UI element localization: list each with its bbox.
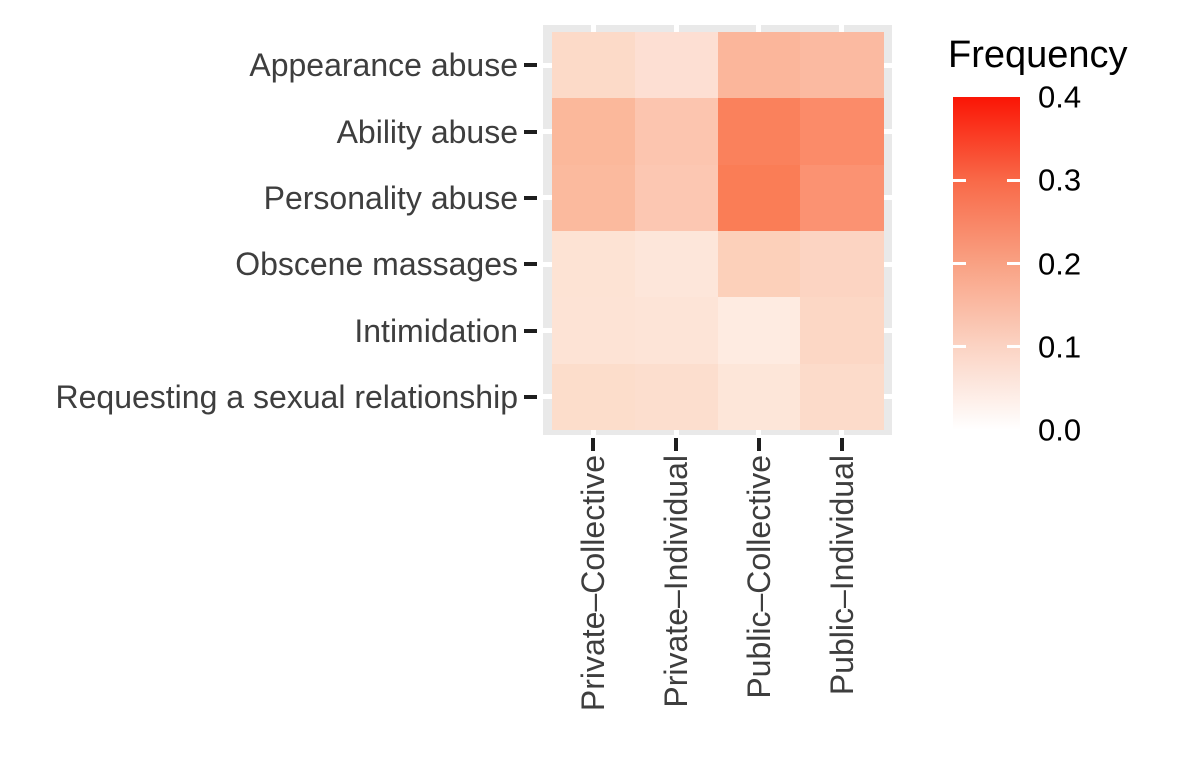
x-axis-tick — [591, 438, 596, 451]
legend-tick-label: 0.2 — [1038, 246, 1082, 281]
heatmap-cell — [552, 231, 636, 298]
y-axis-label: Requesting a sexual relationship — [55, 378, 518, 415]
heatmap-cell — [634, 98, 718, 166]
legend-tick-mark — [953, 262, 966, 265]
x-axis-tick — [756, 438, 761, 451]
heatmap-cell — [634, 164, 718, 232]
heatmap-cell — [717, 32, 801, 99]
heatmap-cell — [717, 231, 801, 298]
legend-tick-label: 0.0 — [1038, 412, 1082, 448]
heatmap-cell — [800, 98, 884, 166]
heatmap-cell — [717, 164, 801, 232]
heatmap-cell — [552, 297, 636, 365]
y-axis-label: Personality abuse — [263, 179, 518, 216]
y-axis-tick — [524, 63, 537, 68]
heatmap-cell — [800, 231, 884, 298]
heatmap-cell — [634, 363, 718, 431]
legend-title: Frequency — [948, 34, 1128, 76]
legend-tick-label: 0.1 — [1038, 329, 1082, 365]
heatmap-cell — [552, 164, 636, 232]
legend-tick-label: 0.3 — [1038, 162, 1082, 198]
x-axis-tick — [674, 438, 679, 451]
x-axis-tick — [839, 438, 844, 451]
y-axis-label: Obscene massages — [235, 246, 518, 283]
y-axis-label: Ability abuse — [336, 113, 518, 150]
y-axis-label: Appearance abuse — [249, 47, 518, 84]
heatmap-cell — [800, 297, 884, 365]
legend-tick-mark — [1007, 178, 1020, 182]
x-axis-label: Public–Collective — [740, 455, 777, 699]
heatmap-cell — [552, 32, 636, 99]
y-axis-tick — [524, 262, 537, 267]
y-axis-label: Intimidation — [354, 312, 518, 349]
heatmap-cell — [800, 363, 884, 431]
y-axis-tick — [524, 328, 537, 333]
heatmap-cell — [552, 98, 636, 166]
heatmap-cell — [634, 231, 718, 298]
x-axis-label: Private–Individual — [658, 455, 695, 708]
heatmap-cell — [800, 32, 884, 99]
heatmap-cell — [634, 32, 718, 99]
legend-tick-mark — [1007, 345, 1020, 349]
x-axis-label: Private–Collective — [575, 455, 612, 712]
heatmap-cell — [552, 363, 636, 431]
legend-tick-mark — [953, 178, 966, 182]
heatmap-cell — [800, 164, 884, 232]
legend-tick-label: 0.4 — [1038, 79, 1082, 115]
y-axis-tick — [524, 195, 537, 200]
y-axis-tick — [524, 394, 537, 399]
y-axis-tick — [524, 129, 537, 134]
x-axis-label: Public–Individual — [823, 455, 860, 696]
legend-tick-mark — [953, 345, 966, 349]
heatmap-cell — [717, 363, 801, 431]
heatmap-cell — [717, 98, 801, 166]
heatmap-cell — [717, 297, 801, 365]
legend-tick-mark — [1007, 262, 1020, 265]
heatmap-cell — [634, 297, 718, 365]
